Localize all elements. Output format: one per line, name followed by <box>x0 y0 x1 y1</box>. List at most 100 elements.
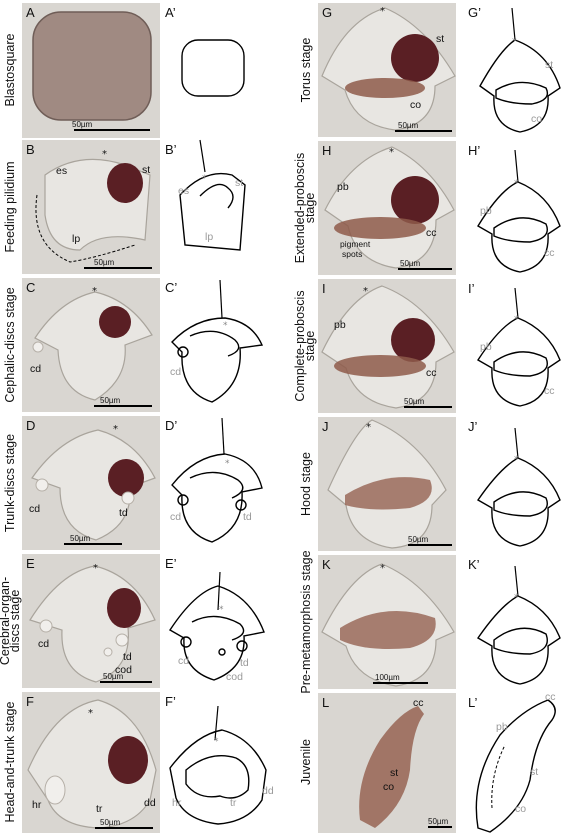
stomach <box>108 736 148 784</box>
panel-a-sketch: A’ <box>165 5 245 97</box>
stomach <box>391 318 435 362</box>
sketch-label-st: st <box>545 59 553 71</box>
panel-e-sketch: E’ * cd td cod <box>165 556 265 683</box>
trunk-disc <box>115 633 129 647</box>
panel-h-sketch: H’ * pb cc <box>468 143 561 273</box>
apical-tuft <box>514 149 519 183</box>
sketch-apical-marker: * <box>225 459 230 469</box>
panel-l-stage: Juvenile <box>299 739 313 785</box>
apical-marker: * <box>92 286 97 297</box>
label-cod: cod <box>115 664 132 676</box>
pigment-spots-line-2: spots <box>342 249 362 259</box>
panel-f-label: F <box>26 694 34 709</box>
panel-j2-label: J’ <box>468 419 478 434</box>
apical-marker: * <box>88 708 93 719</box>
sketch-cerebral-organ-disc <box>218 648 226 656</box>
panel-f-scale-text: 50µm <box>100 818 121 827</box>
sketch-cephalic-disc <box>180 636 192 648</box>
label-st: st <box>436 33 444 45</box>
sketch-label-cd: cd <box>170 511 181 523</box>
sketch-label-hr: hr <box>172 797 182 809</box>
sketch-apical-marker: * <box>512 37 517 47</box>
panel-g-label: G <box>322 5 332 20</box>
sketch-apical-marker: * <box>219 605 224 615</box>
juvenile-rudiment <box>340 610 436 649</box>
panel-j-label: J <box>322 419 329 434</box>
stomach <box>107 588 141 628</box>
juvenile-outline <box>475 699 556 833</box>
juvenile-rudiment-outline <box>185 755 250 799</box>
juvenile-rudiment-outline <box>495 81 549 105</box>
panel-c: C * cd 50µm Cephalic-discs stage <box>3 278 160 412</box>
panel-l: L cc st co 50µm Juvenile <box>299 693 456 833</box>
gut-outline <box>191 615 245 641</box>
apical-tuft <box>514 565 519 597</box>
label-tr: tr <box>96 803 103 815</box>
apical-marker: * <box>113 424 118 435</box>
apical-marker: * <box>380 6 385 17</box>
cephalic-disc <box>39 619 53 633</box>
panel-c2-label: C’ <box>165 280 177 295</box>
apical-tuft <box>221 417 225 455</box>
sketch-label-cc: cc <box>545 691 556 703</box>
trunk-disc <box>121 491 135 505</box>
sketch-label-cd: cd <box>178 655 189 667</box>
panel-k: K * 100µm Pre-metamorphosis stage <box>299 550 456 694</box>
sketch-apical-marker: * <box>223 321 228 331</box>
apical-tuft <box>514 287 519 319</box>
blastosquare-outline <box>181 39 245 97</box>
larva-outline <box>477 181 561 273</box>
sketch-cephalic-disc <box>177 494 189 506</box>
label-pb: pb <box>337 181 349 193</box>
panel-c-stage: Cephalic-discs stage <box>3 287 17 402</box>
apical-marker: * <box>363 286 368 297</box>
panel-g: G * st co 50µm Torus stage <box>299 3 456 137</box>
apical-marker: * <box>380 563 385 574</box>
stomach <box>391 176 439 224</box>
panel-b-label: B <box>26 142 35 157</box>
sketch-apical-marker: * <box>202 174 207 184</box>
panel-e: E * cd td cod 50µm Cerebral-organ- discs… <box>0 554 160 688</box>
panel-a-stage: Blastosquare <box>3 33 17 106</box>
sketch-trunk-disc <box>235 499 247 511</box>
panel-i-stage-line-2: stage <box>303 331 317 362</box>
label-hr: hr <box>32 799 42 811</box>
apical-marker: * <box>366 422 371 433</box>
panel-k-stage: Pre-metamorphosis stage <box>299 550 313 693</box>
label-st: st <box>390 767 398 779</box>
label-pb: pb <box>334 319 346 331</box>
panel-i: I * pb cc 50µm Complete-proboscis stage <box>293 279 456 413</box>
panel-f-sketch: F’ * hr tr dd <box>165 694 274 825</box>
panel-l-label: L <box>322 695 329 710</box>
juvenile-rudiment-outline <box>493 491 548 517</box>
label-cc: cc <box>426 367 437 379</box>
gut-outline <box>189 330 240 357</box>
larva-outline <box>171 317 264 403</box>
stomach <box>107 163 143 203</box>
cephalic-disc <box>32 341 44 353</box>
blastosquare-embryo <box>32 11 152 121</box>
apical-tuft <box>514 427 519 459</box>
juvenile-rudiment <box>334 355 426 377</box>
sketch-label-co: co <box>531 113 542 125</box>
juvenile-rudiment-outline <box>493 351 548 377</box>
panel-k-label: K <box>322 557 331 572</box>
panel-a2-label: A’ <box>165 5 176 20</box>
apical-tuft <box>199 139 206 173</box>
sketch-apical-marker: * <box>514 455 519 465</box>
label-cc: cc <box>426 227 437 239</box>
sketch-label-pb: pb <box>496 721 508 733</box>
juvenile-worm <box>359 706 424 828</box>
cerebral-organ-disc <box>103 647 113 657</box>
panel-j-stage: Hood stage <box>299 452 313 516</box>
stomach <box>99 306 131 338</box>
sketch-label-cod: cod <box>226 671 243 683</box>
panel-i-sketch: I’ * pb cc <box>468 281 561 407</box>
pigment-spots-line-1: pigment <box>340 239 371 249</box>
sketch-label-cc: cc <box>544 247 555 259</box>
apical-tuft <box>217 571 221 611</box>
larva-outline <box>476 457 561 547</box>
panel-i2-label: I’ <box>468 281 475 296</box>
label-td: td <box>123 651 132 663</box>
